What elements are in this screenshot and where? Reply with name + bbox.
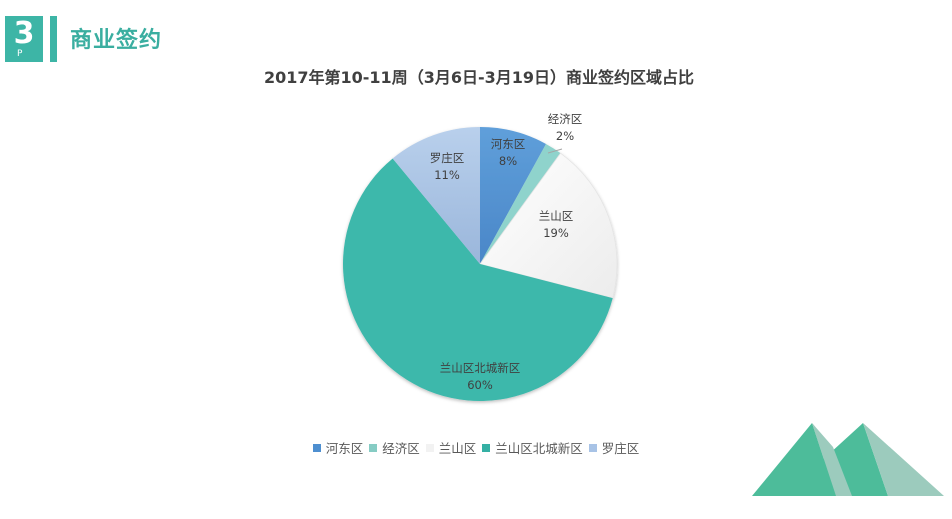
section-number: 3	[13, 16, 35, 51]
slice-label-name: 兰山区	[539, 209, 574, 223]
legend-swatch-icon	[312, 444, 321, 452]
legend-label: 河东区	[325, 441, 364, 456]
legend-swatch-icon	[482, 444, 491, 452]
leader-line	[547, 148, 563, 154]
legend-item: 兰山区	[425, 440, 477, 458]
section-number-badge: 3 P	[5, 16, 43, 62]
slice-lanshan	[479, 152, 618, 299]
slice-label-value: 19%	[543, 226, 569, 240]
legend-item: 经济区	[369, 440, 420, 458]
legend-label: 经济区	[382, 441, 420, 456]
legend-swatch-icon	[369, 444, 378, 452]
slice-label-name: 罗庄区	[430, 151, 465, 165]
legend-item: 河东区	[312, 440, 364, 458]
slice-beicheng	[343, 158, 613, 401]
legend-item: 罗庄区	[588, 440, 640, 458]
mountains-decoration-icon	[752, 423, 944, 496]
slice-luozhuang	[392, 127, 480, 264]
slice-label-value: 11%	[434, 168, 460, 182]
legend-label: 兰山区	[438, 441, 477, 456]
title-accent-bar	[50, 16, 57, 62]
slice-label-value: 60%	[467, 378, 493, 392]
slice-label-name: 河东区	[491, 137, 526, 151]
slice-label-name: 经济区	[548, 112, 583, 126]
chart-title: 2017年第10-11周（3月6日-3月19日）商业签约区域占比	[263, 68, 694, 87]
slice-hedong	[480, 127, 546, 264]
legend-label: 罗庄区	[601, 441, 640, 456]
legend-swatch-icon	[588, 444, 597, 452]
slice-jingji	[480, 143, 561, 264]
slice-label-name: 兰山区北城新区	[440, 361, 521, 375]
slice-label-value: 2%	[556, 129, 574, 143]
legend-swatch-icon	[425, 444, 434, 452]
slice-label-value: 8%	[499, 154, 517, 168]
chart-legend: 河东区 经济区 兰山区 兰山区北城新区 罗庄区	[0, 440, 952, 458]
section-number-suffix: P	[17, 49, 23, 59]
section-title: 商业签约	[70, 28, 163, 53]
legend-item: 兰山区北城新区	[482, 440, 583, 458]
legend-label: 兰山区北城新区	[495, 441, 583, 456]
